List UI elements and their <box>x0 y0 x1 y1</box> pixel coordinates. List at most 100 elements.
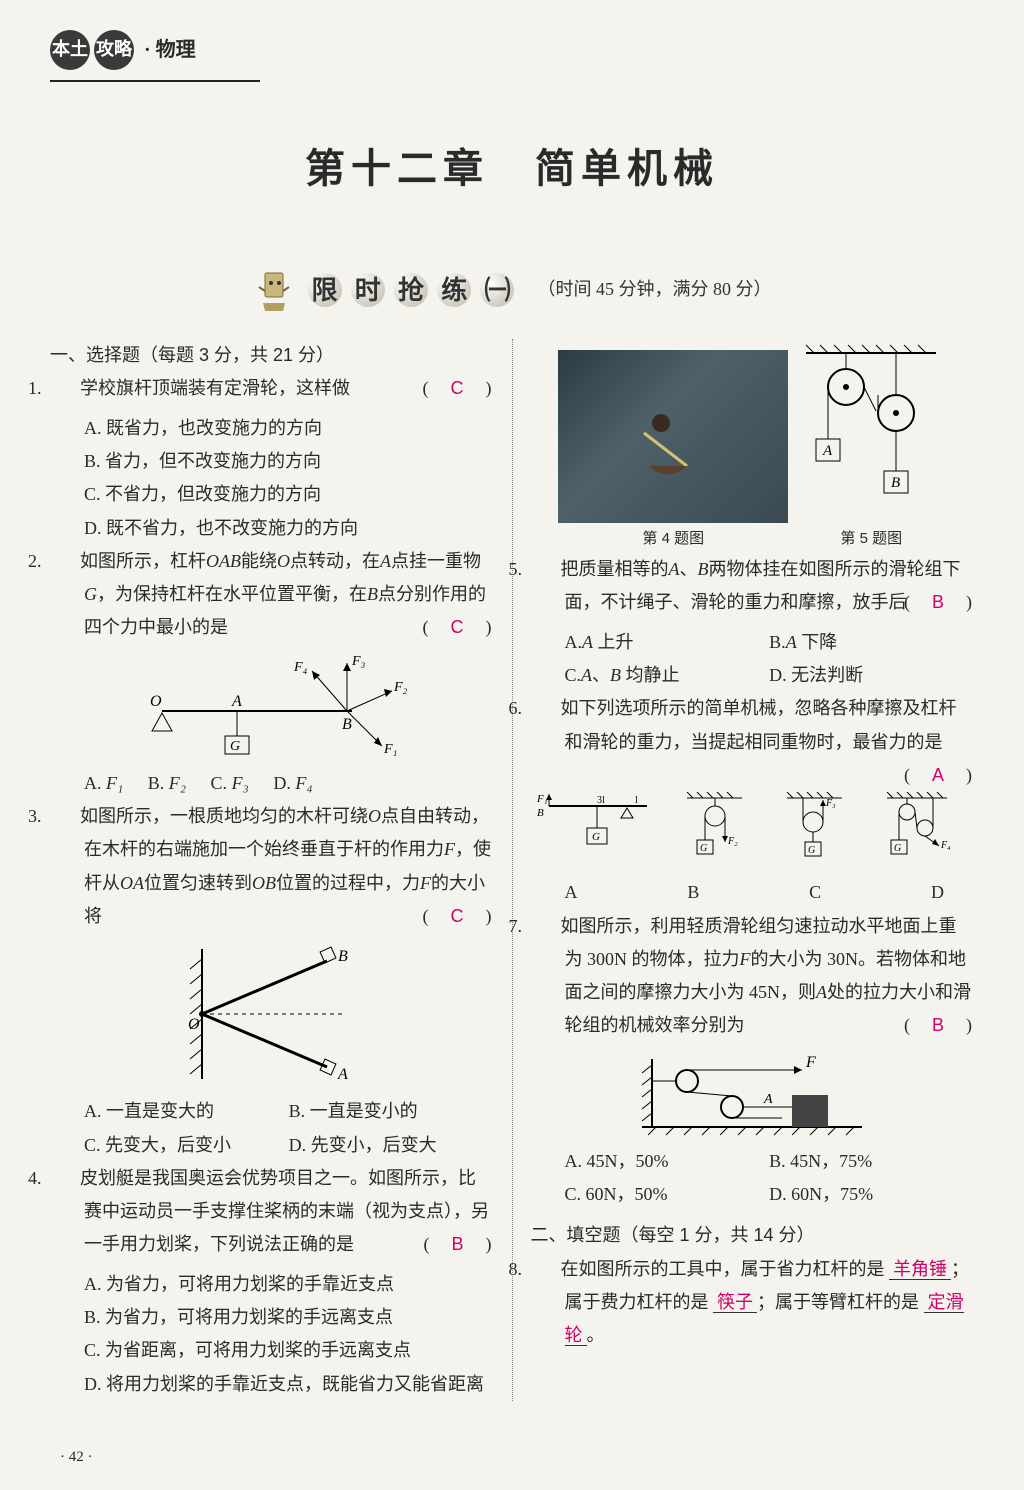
q5-figure: A B <box>796 339 946 512</box>
svg-text:B: B <box>342 716 352 733</box>
banner-info: （时间 45 分钟，满分 80 分） <box>537 273 771 306</box>
q6-answer: A <box>932 765 946 785</box>
badge-circle-1: 本土 <box>50 30 90 70</box>
svg-text:G: G <box>894 843 901 854</box>
q1-stem: 学校旗杆顶端装有定滑轮，这样做 <box>80 378 350 398</box>
q6-opts: A B C D <box>531 876 975 909</box>
svg-text:F₂: F₂ <box>393 680 408 695</box>
fig4-caption: 第 4 题图 <box>558 525 788 553</box>
header-badge: 本土 攻略 · 物理 <box>50 30 974 70</box>
q1-opt-a: A. 既省力，也改变施力的方向 <box>50 412 494 445</box>
q7-opt-d: D. 60N，75% <box>769 1178 873 1211</box>
banner-char: 时 <box>351 273 385 307</box>
svg-text:F: F <box>805 1054 816 1071</box>
q3-figure: O B A <box>50 939 494 1089</box>
q3-num: 3. <box>56 800 80 833</box>
chapter-title: 第十二章 简单机械 <box>50 132 974 206</box>
q8-ans1: 羊角锤 <box>889 1259 951 1280</box>
q8-ans2: 筷子 <box>713 1292 757 1313</box>
banner-char: 限 <box>308 273 342 307</box>
q3-opt-d: D. 先变小，后变大 <box>289 1129 437 1162</box>
q5-num: 5. <box>537 553 561 586</box>
svg-text:O: O <box>150 693 162 710</box>
q7-figure: F A <box>531 1049 975 1139</box>
q6-stem: 如下列选项所示的简单机械，忽略各种摩擦及杠杆和滑轮的重力，当提起相同重物时，最省… <box>561 698 957 751</box>
q5-answer: B <box>932 592 946 612</box>
mascot-icon <box>253 269 295 311</box>
svg-text:l: l <box>635 795 638 806</box>
svg-text:A: A <box>822 443 833 459</box>
svg-text:G: G <box>230 739 240 754</box>
q7-num: 7. <box>537 910 561 943</box>
question-1: 1.学校旗杆顶端装有定滑轮，这样做 ( C ) <box>50 372 494 405</box>
svg-text:A: A <box>763 1092 773 1107</box>
q1-answer: C <box>451 378 466 398</box>
svg-text:3l: 3l <box>597 795 605 806</box>
svg-text:G: G <box>592 831 600 843</box>
q3-opts: A. 一直是变大的 B. 一直是变小的 C. 先变大，后变小 D. 先变小，后变… <box>50 1095 494 1162</box>
q3-opt-c: C. 先变大，后变小 <box>84 1129 264 1162</box>
q1-opt-d: D. 既不省力，也不改变施力的方向 <box>50 512 494 545</box>
fig-row-4-5: 第 4 题图 A B 第 5 题图 <box>531 339 975 553</box>
q4-answer: B <box>451 1234 465 1254</box>
section-2-head: 二、填空题（每空 1 分，共 14 分） <box>531 1219 975 1252</box>
svg-text:F₄: F₄ <box>293 660 308 675</box>
q1-opt-b: B. 省力，但不改变施力的方向 <box>50 445 494 478</box>
svg-text:B: B <box>537 807 544 819</box>
question-4: 4.皮划艇是我国奥运会优势项目之一。如图所示，比赛中运动员一手支撑住桨柄的末端（… <box>50 1162 494 1262</box>
q4-opt-c: C. 为省距离，可将用力划桨的手远离支点 <box>50 1334 494 1367</box>
q7-answer: B <box>932 1015 946 1035</box>
q1-opt-c: C. 不省力，但改变施力的方向 <box>50 478 494 511</box>
q7-opt-a: A. 45N，50% <box>565 1145 745 1178</box>
q4-num: 4. <box>56 1162 80 1195</box>
fig5-caption: 第 5 题图 <box>796 525 946 553</box>
left-column: 一、选择题（每题 3 分，共 21 分） 1.学校旗杆顶端装有定滑轮，这样做 (… <box>50 339 494 1401</box>
q2-opts: A. F₁ B. F₂ C. F₃ D. F₄ <box>50 767 494 800</box>
header-rule <box>50 80 260 82</box>
svg-text:B: B <box>891 475 900 491</box>
q3-opt-a: A. 一直是变大的 <box>84 1095 264 1128</box>
section-1-head: 一、选择题（每题 3 分，共 21 分） <box>50 339 494 372</box>
svg-text:G: G <box>808 845 815 856</box>
question-2: 2.如图所示，杠杆OAB能绕O点转动，在A点挂一重物G，为保持杠杆在水平位置平衡… <box>50 545 494 645</box>
svg-text:A: A <box>231 693 242 710</box>
question-5: 5.把质量相等的A、B两物体挂在如图所示的滑轮组下面，不计绳子、滑轮的重力和摩擦… <box>531 553 975 620</box>
q4-photo <box>558 350 788 523</box>
page-number: · 42 · <box>60 1444 93 1472</box>
q4-opt-d: D. 将用力划桨的手靠近支点，既能省力又能省距离 <box>50 1368 494 1401</box>
banner-char: ㈠ <box>480 273 514 307</box>
q1-num: 1. <box>56 372 80 405</box>
banner: 限 时 抢 练 ㈠ （时间 45 分钟，满分 80 分） <box>50 266 974 314</box>
badge-circle-2: 攻略 <box>94 30 134 70</box>
q7-opt-c: C. 60N，50% <box>565 1178 745 1211</box>
svg-text:G: G <box>700 843 707 854</box>
svg-text:B: B <box>338 948 348 965</box>
q6-num: 6. <box>537 692 561 725</box>
question-6: 6.如下列选项所示的简单机械，忽略各种摩擦及杠杆和滑轮的重力，当提起相同重物时，… <box>531 692 975 759</box>
banner-title: 限 时 抢 练 ㈠ <box>307 266 516 314</box>
column-divider <box>512 339 513 1401</box>
svg-text:F₁: F₁ <box>537 793 548 805</box>
question-3: 3.如图所示，一根质地均匀的木杆可绕O点自由转动，在木杆的右端施加一个始终垂直于… <box>50 800 494 933</box>
banner-char: 练 <box>437 273 471 307</box>
q4-opt-a: A. 为省力，可将用力划桨的手靠近支点 <box>50 1268 494 1301</box>
svg-text:F₁: F₁ <box>383 742 397 757</box>
q2-figure: O A G B F₁ F₂ F₃ F₄ <box>50 651 494 761</box>
q4-opt-b: B. 为省力，可将用力划桨的手远离支点 <box>50 1301 494 1334</box>
question-8: 8.在如图所示的工具中，属于省力杠杆的是 羊角锤；属于费力杠杆的是 筷子；属于等… <box>531 1253 975 1353</box>
q2-answer: C <box>451 617 466 637</box>
svg-text:F₂: F₂ <box>727 836 738 847</box>
q2-num: 2. <box>56 545 80 578</box>
svg-text:F₃: F₃ <box>351 654 366 669</box>
svg-text:A: A <box>337 1066 348 1083</box>
svg-text:F₃: F₃ <box>825 798 836 809</box>
banner-char: 抢 <box>394 273 428 307</box>
q7-opts: A. 45N，50% B. 45N，75% C. 60N，50% D. 60N，… <box>531 1145 975 1212</box>
q3-answer: C <box>451 906 466 926</box>
q7-opt-b: B. 45N，75% <box>769 1145 872 1178</box>
q3-opt-b: B. 一直是变小的 <box>289 1095 418 1128</box>
subject-label: · 物理 <box>144 32 196 69</box>
q5-opts: A.A 上升 B.A 下降 C.A、B 均静止 D. 无法判断 <box>531 626 975 693</box>
right-column: 第 4 题图 A B 第 5 题图 <box>531 339 975 1401</box>
svg-text:F₄: F₄ <box>940 840 951 851</box>
